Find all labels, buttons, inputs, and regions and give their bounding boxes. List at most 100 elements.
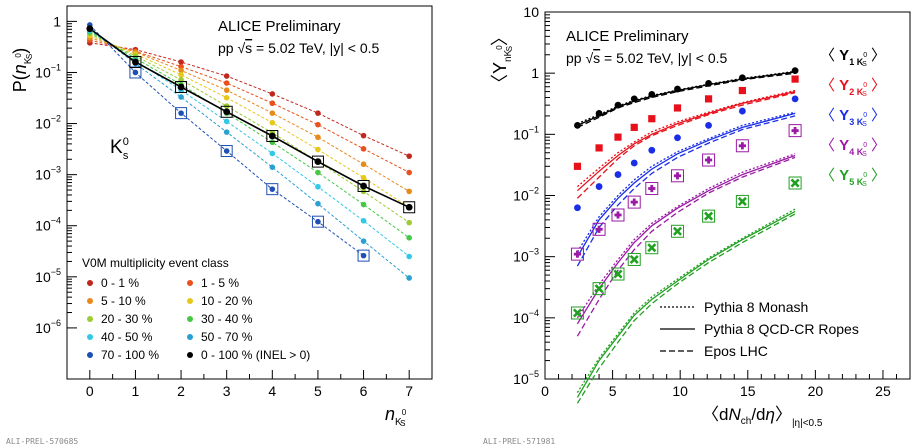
left-data-point [86, 25, 94, 33]
left-y-tick-label: 1 [53, 13, 61, 29]
left-series-line [89, 42, 410, 157]
right-data-point [738, 107, 746, 115]
right-y-tick-label: 10−4 [513, 308, 539, 326]
right-data-point [705, 80, 712, 87]
left-data-point [406, 153, 412, 159]
left-data-point [315, 200, 321, 207]
left-y-tick-label: 10−1 [35, 62, 61, 80]
right-syst-box [702, 209, 716, 223]
right-model-line [577, 72, 796, 128]
right-legend-label: Epos LHC [704, 343, 768, 359]
left-syst-box [403, 201, 416, 214]
left-legend-marker [87, 352, 93, 358]
left-legend-label: 0 - 100 % (INEL > 0) [201, 348, 310, 362]
right-data-point [573, 250, 582, 258]
right-data-point [704, 156, 713, 164]
footer-right-id: ALI-PREL-571981 [483, 437, 555, 446]
left-data-point [269, 110, 276, 116]
left-x-tick-label: 3 [223, 383, 231, 399]
right-syst-box [611, 208, 625, 222]
right-syst-box [592, 282, 606, 296]
right-y-tick-label: 10 [523, 4, 539, 20]
right-data-point [648, 146, 656, 154]
left-syst-box [175, 107, 188, 120]
right-model-line [576, 92, 796, 199]
right-data-point [595, 144, 603, 152]
left-legend-label: 30 - 40 % [201, 312, 253, 326]
left-data-point [315, 183, 321, 190]
right-data-point [573, 162, 582, 170]
right-y-tick-label: 1 [531, 65, 539, 81]
left-data-point [223, 148, 230, 154]
left-legend-marker [187, 334, 193, 340]
left-series-line [89, 37, 410, 192]
left-data-point [178, 67, 184, 74]
right-data-point [595, 225, 603, 233]
right-data-point [595, 183, 603, 190]
left-y-tick-label: 10−6 [35, 318, 61, 336]
left-x-tick-label: 5 [314, 383, 322, 399]
left-series-line [89, 28, 410, 209]
right-data-point [738, 142, 746, 150]
right-series-label: 〈 Y4 K0 S 〉 [820, 137, 886, 158]
right-data-point [648, 115, 656, 123]
left-series-line [89, 31, 410, 239]
left-data-point [406, 253, 412, 260]
left-data-point [268, 132, 276, 140]
left-y-tick-label: 10−5 [35, 267, 61, 285]
left-data-point [269, 139, 276, 146]
right-data-point [630, 95, 638, 103]
right-model-line [576, 213, 796, 404]
left-data-point [315, 110, 321, 116]
left-legend-marker [87, 334, 93, 340]
right-syst-box [670, 224, 684, 238]
left-x-tick-label: 4 [268, 383, 276, 399]
right-data-point [594, 284, 604, 294]
right-x-tick-label: 0 [541, 383, 549, 399]
right-data-point [673, 172, 682, 180]
right-syst-box [788, 124, 802, 138]
left-data-point [406, 275, 412, 281]
left-data-point [178, 59, 184, 65]
left-data-point [132, 58, 139, 66]
right-data-point [790, 178, 800, 188]
right-data-point [574, 121, 581, 129]
left-data-point [360, 201, 367, 208]
right-data-point [614, 171, 622, 178]
right-data-point [648, 184, 656, 193]
left-data-point [269, 119, 276, 126]
left-data-point [269, 91, 276, 97]
left-syst-box [129, 56, 142, 69]
right-series-label: 〈 Y1 K0 S 〉 [820, 47, 886, 68]
right-syst-box [788, 176, 802, 190]
right-data-point [629, 254, 639, 264]
left-data-point [315, 218, 321, 225]
right-data-point [791, 95, 799, 103]
left-data-point [269, 100, 276, 107]
right-syst-box [570, 247, 584, 261]
left-data-point [360, 161, 367, 168]
right-data-point [791, 67, 799, 75]
left-chart: 0 1 2 3 4 5 6 7 1 10−1 10−2 10−3 10−4 10−5 10−6 ALICE … [10, 5, 433, 428]
right-data-point [738, 86, 746, 95]
right-y-tick-label: 10−2 [513, 186, 539, 204]
right-data-point [672, 226, 683, 236]
right-subtitle: pp √s = 5.02 TeV, |y| < 0.5 [566, 50, 728, 66]
right-y-tick-label: 10−5 [513, 369, 539, 387]
right-data-point [613, 269, 623, 279]
right-data-point [614, 211, 622, 219]
left-syst-box [266, 183, 279, 196]
right-series-label: 〈 Y3 K0 S 〉 [820, 107, 886, 128]
left-legend-marker [187, 352, 193, 358]
right-model-line [576, 115, 796, 267]
left-x-tick-label: 7 [405, 383, 413, 399]
left-data-point [269, 164, 276, 170]
left-data-point [406, 188, 412, 195]
left-syst-box [129, 66, 142, 79]
left-syst-box [311, 215, 324, 228]
right-title: ALICE Preliminary [566, 28, 689, 45]
left-xlabel: nK0 S [385, 404, 407, 428]
right-data-point [630, 159, 638, 167]
left-series-line [89, 39, 410, 173]
right-syst-box [670, 169, 684, 183]
